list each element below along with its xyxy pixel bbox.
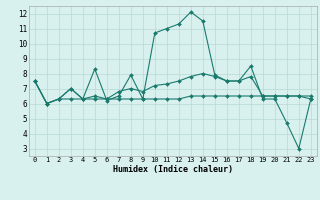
X-axis label: Humidex (Indice chaleur): Humidex (Indice chaleur)	[113, 165, 233, 174]
